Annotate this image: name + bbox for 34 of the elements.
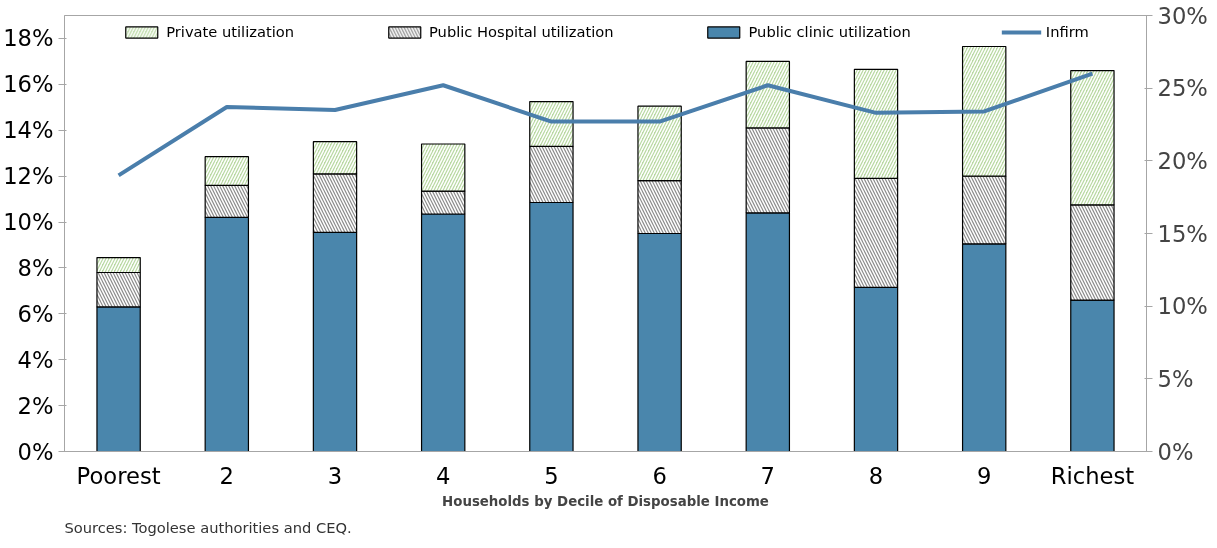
y2-tick-label: 10%: [1157, 293, 1208, 320]
y-tick-label: 14%: [3, 117, 54, 144]
legend-label: Private utilization: [166, 23, 295, 40]
x-tick-label: 6: [652, 462, 667, 489]
y-tick-label: 8%: [17, 254, 54, 281]
x-tick-label: Poorest: [76, 462, 161, 489]
y-tick-label: 16%: [3, 71, 54, 98]
y2-tick-label: 15%: [1157, 220, 1208, 247]
x-tick-label: 9: [976, 462, 992, 489]
y-tick-label: 18%: [3, 25, 54, 52]
legend-label: Infirm: [1045, 23, 1089, 40]
line-series: [116, 71, 1095, 178]
x-axis-title: Households by Decile of Disposable Income: [442, 493, 769, 509]
y2-tick-label: 0%: [1157, 438, 1194, 465]
x-tick-label: 3: [327, 462, 343, 489]
x-tick-label: 4: [435, 462, 451, 489]
legend-label: Public Hospital utilization: [429, 23, 614, 40]
y2-tick-label: 20%: [1157, 147, 1208, 174]
y2-tick-label: 5%: [1157, 365, 1194, 392]
x-tick-label: Richest: [1050, 462, 1135, 489]
y-tick-label: 4%: [17, 346, 54, 373]
y2-tick-label: 25%: [1157, 75, 1208, 102]
x-tick-label: 7: [760, 462, 776, 489]
y-tick-label: 12%: [3, 163, 54, 190]
y-tick-label: 2%: [17, 392, 54, 419]
x-tick-label: 2: [219, 462, 235, 489]
x-tick-label: 8: [868, 462, 884, 489]
y-tick-label: 10%: [3, 209, 54, 236]
source-note: Sources: Togolese authorities and CEQ.: [64, 518, 352, 536]
legend-label: Public clinic utilization: [748, 23, 911, 40]
x-tick-label: 5: [544, 462, 559, 489]
y2-tick-label: 30%: [1157, 2, 1208, 29]
y-tick-label: 0%: [17, 438, 54, 465]
y-tick-label: 6%: [17, 300, 54, 327]
